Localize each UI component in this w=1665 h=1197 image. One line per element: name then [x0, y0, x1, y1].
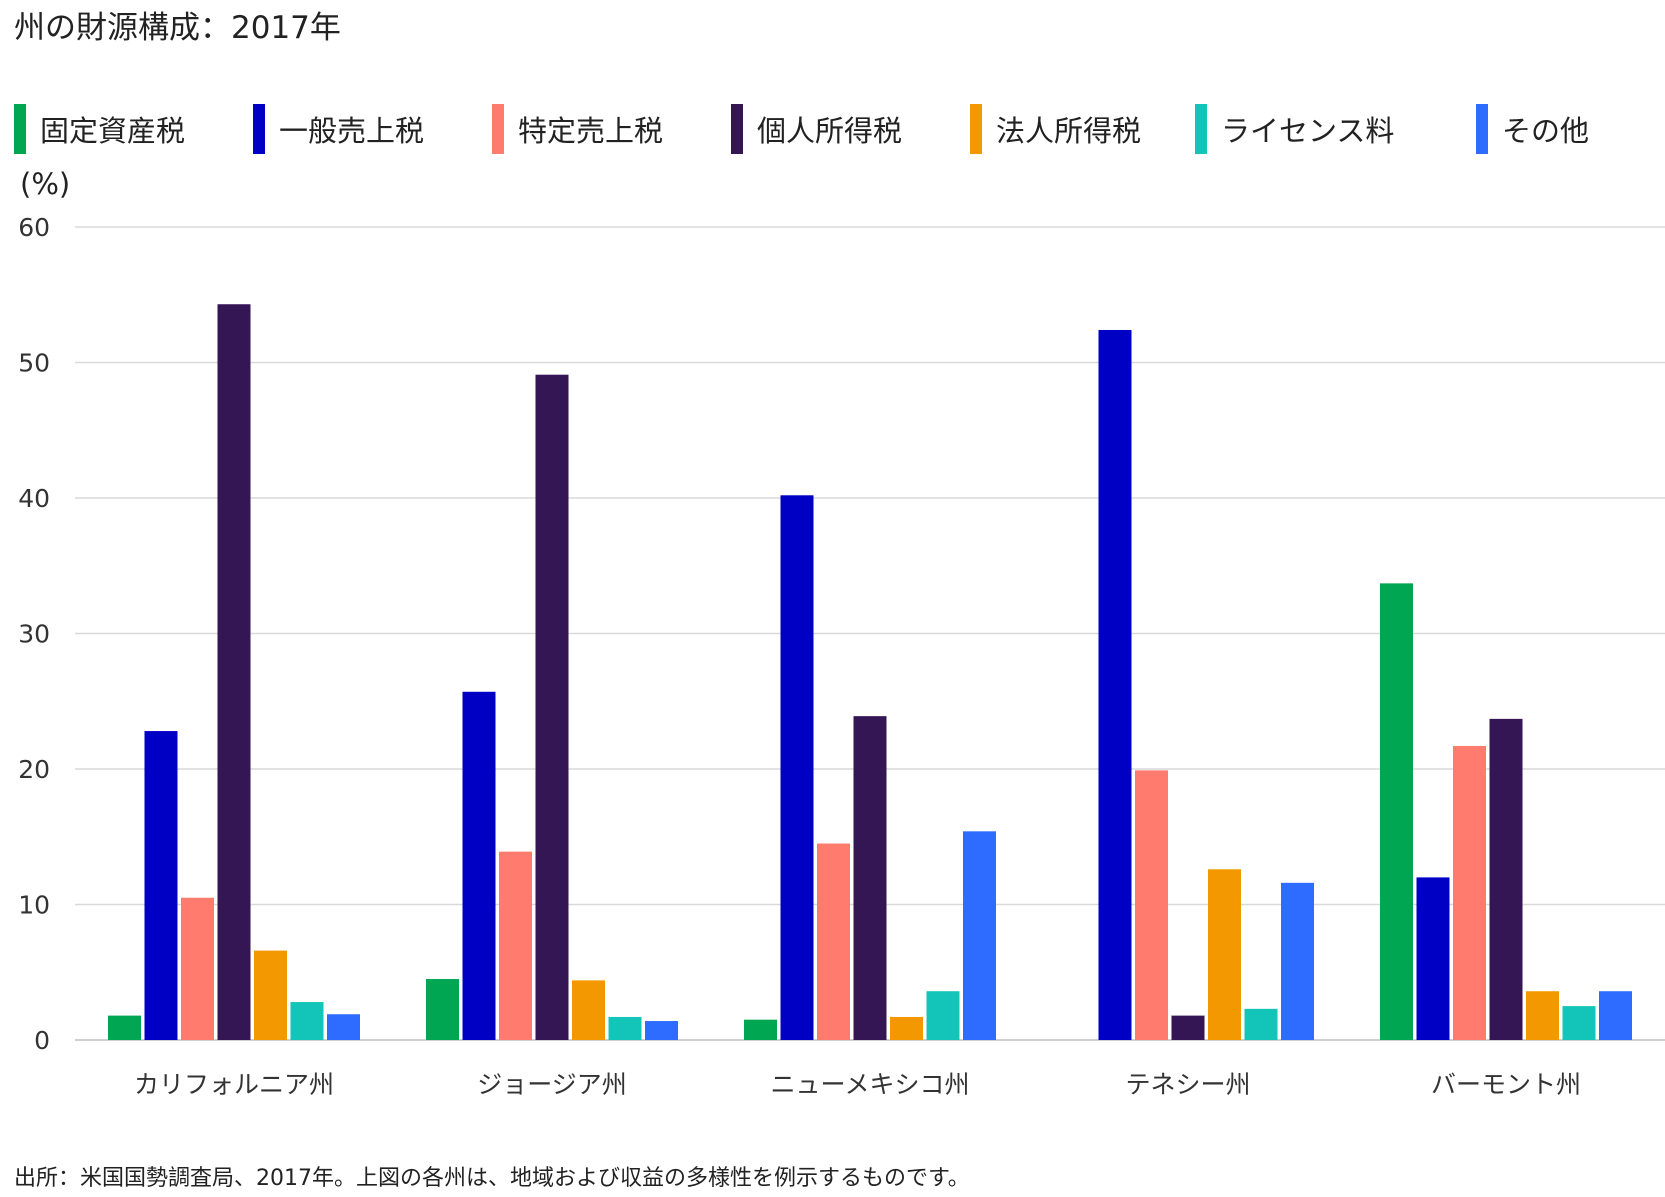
bar-0-3	[217, 304, 251, 1040]
legend-swatch	[492, 104, 504, 154]
bar-3-1	[1098, 329, 1132, 1041]
bar-0-0	[108, 1015, 141, 1040]
legend-item: 法人所得税	[970, 104, 1141, 154]
legend-swatch	[14, 104, 26, 154]
legend-swatch	[253, 104, 265, 154]
bar-4-4	[1526, 991, 1559, 1040]
bar-4-5	[1562, 1006, 1596, 1040]
legend-label: 固定資産税	[40, 114, 186, 148]
legend-swatch	[1476, 104, 1488, 154]
bar-2-1	[780, 495, 814, 1040]
legend-label: ライセンス料	[1221, 114, 1395, 148]
bar-1-1	[462, 691, 496, 1040]
bar-3-2	[1135, 770, 1168, 1040]
y-tick-label: 50	[18, 349, 50, 378]
bar-1-0	[426, 979, 459, 1040]
legend-item: 固定資産税	[14, 104, 185, 154]
bar-4-1	[1416, 877, 1450, 1040]
x-tick-label: バーモント州	[1431, 1070, 1581, 1099]
legend-label: 一般売上税	[279, 114, 425, 148]
bar-2-0	[744, 1019, 777, 1040]
bar-0-5	[290, 1002, 324, 1040]
legend-swatch	[731, 104, 743, 154]
x-tick-label: カリフォルニア州	[134, 1070, 334, 1099]
y-tick-label: 20	[18, 755, 50, 784]
legend-item: 一般売上税	[253, 104, 424, 154]
bar-0-2	[181, 897, 214, 1040]
y-axis-label: (%)	[20, 167, 70, 201]
bar-2-5	[926, 991, 960, 1040]
y-tick-label: 0	[34, 1026, 50, 1055]
bar-3-5	[1244, 1008, 1278, 1040]
bar-1-2	[499, 851, 532, 1040]
y-tick-label: 40	[18, 484, 50, 513]
legend-item: 特定売上税	[492, 104, 663, 154]
bar-4-6	[1599, 991, 1632, 1040]
bar-0-6	[327, 1014, 360, 1040]
legend: 固定資産税 一般売上税 特定売上税 個人所得税 法人所得税 ライセンス料 その他	[14, 104, 1654, 154]
y-tick-label: 30	[18, 620, 50, 649]
legend-item: その他	[1476, 104, 1589, 154]
y-tick-label: 60	[18, 213, 50, 242]
bar-1-3	[535, 374, 569, 1040]
x-tick-label: テネシー州	[1125, 1070, 1250, 1099]
bar-1-5	[608, 1016, 642, 1040]
bar-0-4	[254, 950, 287, 1040]
bar-3-6	[1281, 882, 1314, 1040]
legend-swatch	[970, 104, 982, 154]
y-tick-label: 10	[18, 891, 50, 920]
bar-4-2	[1453, 745, 1486, 1040]
chart-title: 州の財源構成：2017年	[14, 10, 341, 46]
legend-label: 特定売上税	[518, 114, 664, 148]
legend-item: 個人所得税	[731, 104, 902, 154]
legend-label: その他	[1502, 114, 1590, 148]
bar-1-6	[645, 1021, 678, 1040]
legend-item: ライセンス料	[1195, 104, 1394, 154]
source-note: 出所：米国国勢調査局、2017年。上図の各州は、地域および収益の多様性を例示する…	[14, 1166, 970, 1191]
bar-3-4	[1208, 869, 1241, 1040]
bar-0-1	[144, 731, 178, 1040]
legend-swatch	[1195, 104, 1207, 154]
bar-3-3	[1171, 1015, 1205, 1040]
bar-2-4	[890, 1016, 923, 1040]
x-tick-label: ジョージア州	[477, 1070, 627, 1099]
bar-1-4	[572, 980, 605, 1040]
x-tick-label: ニューメキシコ州	[770, 1070, 969, 1099]
bar-2-6	[963, 831, 996, 1040]
bar-4-0	[1380, 583, 1413, 1040]
bar-2-3	[853, 716, 887, 1040]
bar-4-3	[1489, 718, 1523, 1040]
legend-label: 個人所得税	[757, 114, 903, 148]
bar-2-2	[817, 843, 850, 1040]
legend-label: 法人所得税	[996, 114, 1142, 148]
